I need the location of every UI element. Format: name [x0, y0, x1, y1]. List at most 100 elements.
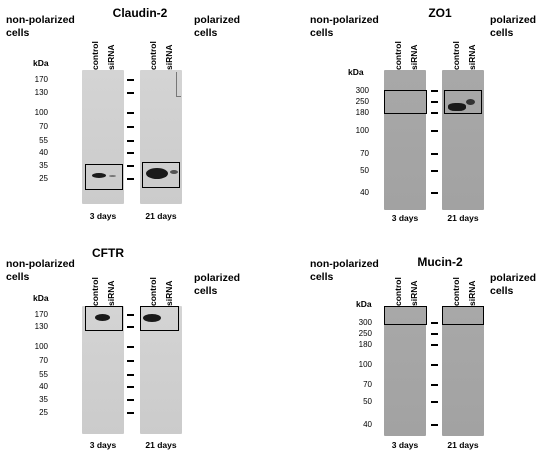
highlight-box	[442, 306, 484, 325]
gel-lane-3-days	[384, 70, 426, 210]
protein-band-faint	[109, 175, 116, 177]
gel-lane-3-days	[82, 70, 124, 204]
marker-tick	[431, 322, 438, 324]
lane-label-control: control	[393, 41, 403, 70]
right-condition-label: polarized cells	[194, 272, 241, 297]
marker-tick	[127, 386, 134, 388]
marker-tick	[127, 178, 134, 180]
marker-tick	[127, 92, 134, 94]
lane-label-sirna: siRNA	[467, 44, 477, 70]
gel-lane-3-days	[82, 306, 124, 434]
kda-unit-label: kDa	[356, 299, 372, 309]
highlight-box	[444, 90, 482, 114]
panel-title: Mucin-2	[417, 255, 463, 269]
gel-lane-21-days	[140, 70, 182, 204]
marker-label: 50	[363, 397, 372, 406]
marker-tick	[431, 90, 438, 92]
marker-label: 50	[360, 166, 369, 175]
marker-tick	[431, 101, 438, 103]
kda-unit-label: kDa	[33, 293, 49, 303]
highlight-box	[384, 90, 427, 114]
marker-tick	[127, 165, 134, 167]
marker-label: 70	[360, 149, 369, 158]
left-condition-label: non-polarized cells	[6, 14, 75, 39]
panel-title: Claudin-2	[112, 6, 168, 20]
marker-label: 180	[358, 340, 372, 349]
day-label: 21 days	[447, 440, 479, 450]
protein-band-faint	[170, 170, 178, 174]
gel-lane-21-days	[442, 70, 484, 210]
marker-tick	[127, 314, 134, 316]
protein-band	[95, 314, 110, 321]
day-label: 21 days	[145, 440, 177, 450]
highlight-box	[85, 164, 123, 190]
kda-unit-label: kDa	[348, 67, 364, 77]
right-condition-label: polarized cells	[490, 14, 537, 39]
day-label: 21 days	[447, 213, 479, 223]
lane-label-sirna: siRNA	[409, 44, 419, 70]
marker-label: 55	[39, 370, 48, 379]
marker-label: 180	[355, 108, 369, 117]
marker-tick	[127, 140, 134, 142]
marker-label: 250	[358, 329, 372, 338]
left-condition-label: non-polarized cells	[6, 258, 75, 283]
marker-label: 70	[39, 356, 48, 365]
highlight-box	[85, 306, 123, 331]
left-condition-label: non-polarized cells	[310, 14, 379, 39]
marker-label: 130	[34, 322, 48, 331]
marker-label: 70	[363, 380, 372, 389]
lane-label-control: control	[90, 41, 100, 70]
protein-band	[143, 314, 161, 322]
marker-label: 250	[355, 97, 369, 106]
marker-label: 40	[39, 382, 48, 391]
marker-tick	[127, 412, 134, 414]
marker-tick	[431, 401, 438, 403]
lane-label-sirna: siRNA	[106, 280, 116, 306]
day-label: 3 days	[391, 213, 419, 223]
highlight-box	[142, 162, 180, 188]
marker-label: 35	[39, 161, 48, 170]
day-label: 21 days	[145, 211, 177, 221]
marker-tick	[431, 192, 438, 194]
marker-tick	[431, 153, 438, 155]
marker-label: 40	[39, 148, 48, 157]
marker-label: 35	[39, 395, 48, 404]
day-label: 3 days	[89, 211, 117, 221]
gel-lane-21-days	[140, 306, 182, 434]
marker-label: 130	[34, 88, 48, 97]
marker-tick	[127, 399, 134, 401]
marker-tick	[127, 79, 134, 81]
protein-band-faint	[466, 99, 475, 105]
marker-label: 25	[39, 408, 48, 417]
lane-label-sirna: siRNA	[467, 280, 477, 306]
marker-label: 40	[360, 188, 369, 197]
marker-label: 70	[39, 122, 48, 131]
marker-label: 25	[39, 174, 48, 183]
marker-tick	[431, 170, 438, 172]
marker-tick	[127, 152, 134, 154]
day-label: 3 days	[89, 440, 117, 450]
marker-label: 100	[355, 126, 369, 135]
lane-label-sirna: siRNA	[164, 44, 174, 70]
marker-tick	[127, 374, 134, 376]
highlight-box	[384, 306, 427, 325]
highlight-box	[140, 306, 179, 331]
marker-label: 55	[39, 136, 48, 145]
gel-edge-mark	[176, 72, 181, 97]
day-label: 3 days	[391, 440, 419, 450]
marker-label: 170	[34, 75, 48, 84]
marker-tick	[127, 326, 134, 328]
marker-tick	[431, 424, 438, 426]
marker-tick	[127, 112, 134, 114]
lane-label-control: control	[451, 277, 461, 306]
marker-tick	[127, 346, 134, 348]
lane-label-control: control	[148, 41, 158, 70]
marker-label: 100	[34, 342, 48, 351]
right-condition-label: polarized cells	[194, 14, 241, 39]
panel-title: CFTR	[92, 246, 124, 260]
kda-unit-label: kDa	[33, 58, 49, 68]
lane-label-control: control	[451, 41, 461, 70]
marker-label: 300	[355, 86, 369, 95]
protein-band	[146, 168, 168, 179]
marker-tick	[431, 384, 438, 386]
